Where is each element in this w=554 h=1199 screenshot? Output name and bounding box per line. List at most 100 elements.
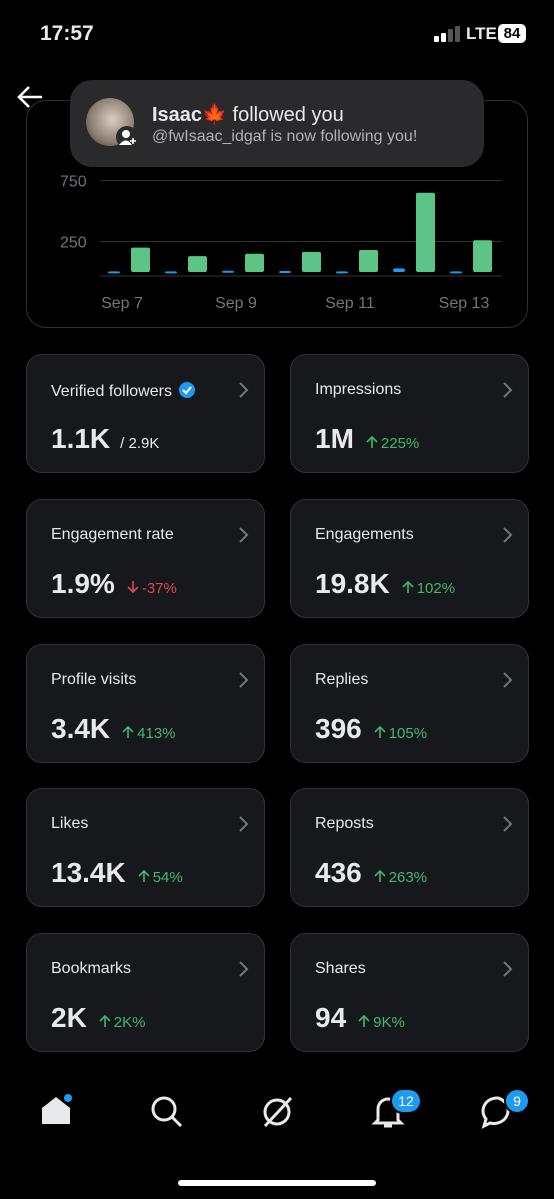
metric-value: 94 xyxy=(315,1002,347,1033)
bar xyxy=(393,268,405,272)
y-tick-label: 750 xyxy=(60,174,87,191)
metric-change-text: 102% xyxy=(416,579,456,597)
metric-change-text: -37% xyxy=(141,579,177,597)
x-tick-label: Sep 11 xyxy=(325,295,375,312)
metric-label-text: Impressions xyxy=(315,381,402,398)
metric-change: -37% xyxy=(127,580,177,597)
metric-card[interactable]: Engagements 19.8K 102% xyxy=(290,498,529,618)
metric-card[interactable]: Replies 396 105% xyxy=(290,643,529,763)
metric-label: Engagement rate xyxy=(51,526,174,544)
metric-label-text: Shares xyxy=(315,960,366,977)
metric-value: 3.4K xyxy=(51,712,111,744)
chevron xyxy=(238,526,250,549)
network-label: LTE xyxy=(466,24,497,43)
bar xyxy=(108,271,120,274)
chevron xyxy=(502,381,514,404)
metric-change: 105% xyxy=(374,725,427,742)
metric-card[interactable]: Profile visits 3.4K 413% xyxy=(26,643,265,763)
back-button[interactable] xyxy=(16,84,44,110)
metric-card[interactable]: Verified followers 1.1K / 2.9K xyxy=(26,354,265,473)
metric-label-text: Likes xyxy=(51,815,89,833)
metric-change-text: 2K% xyxy=(113,1014,146,1031)
chevron xyxy=(502,960,514,983)
follow-icon xyxy=(116,126,138,148)
metric-card[interactable]: Engagement rate 1.9% -37% xyxy=(26,498,265,618)
metric-label-text: Engagement rate xyxy=(51,525,174,543)
trend-arrow xyxy=(127,580,142,597)
metric-card[interactable]: Shares 94 9K% xyxy=(290,933,529,1052)
chevron xyxy=(502,671,514,694)
metric-value-row: 94 9K% xyxy=(315,1002,405,1034)
x-tick-label: Sep 9 xyxy=(215,295,257,312)
signal-icon xyxy=(434,26,460,42)
notification-action: followed you xyxy=(232,104,344,126)
metric-change: 102% xyxy=(402,580,455,597)
metric-value-row: 13.4K 54% xyxy=(51,857,183,889)
bar xyxy=(222,270,234,273)
metric-value-row: 2K 2K% xyxy=(51,1002,145,1034)
trend-arrow xyxy=(402,580,417,597)
search-tab[interactable] xyxy=(148,1094,184,1130)
metric-label: Likes xyxy=(51,815,88,833)
metric-label: Shares xyxy=(315,960,366,978)
trend-arrow xyxy=(358,1014,373,1031)
bar xyxy=(302,251,321,272)
x-tick-label: Sep 13 xyxy=(439,295,490,312)
bar xyxy=(450,271,462,274)
metric-value-row: 3.4K 413% xyxy=(51,713,176,745)
metric-label-text: Engagements xyxy=(315,525,414,543)
trend-arrow xyxy=(374,725,389,742)
notifications-badge: 12 xyxy=(390,1088,422,1114)
bar xyxy=(473,240,492,272)
bar xyxy=(165,271,177,274)
metric-card[interactable]: Bookmarks 2K 2K% xyxy=(26,933,265,1052)
metric-change: 9K% xyxy=(358,1014,405,1031)
metric-value: 1.1K xyxy=(51,423,111,454)
metric-card[interactable]: Impressions 1M 225% xyxy=(290,354,529,473)
chevron xyxy=(502,815,514,838)
grok-tab[interactable] xyxy=(259,1094,295,1130)
home-tab[interactable] xyxy=(38,1092,74,1128)
chevron xyxy=(238,960,250,983)
metric-value-row: 1.1K / 2.9K xyxy=(51,423,159,455)
chart: 250 750 Sep 7 Sep 9 Sep 11 Sep 13 xyxy=(60,174,502,312)
metric-value: 1M xyxy=(315,423,354,454)
bar xyxy=(416,192,435,272)
metric-change-text: 263% xyxy=(388,869,428,887)
notification-name: Isaac xyxy=(152,104,203,126)
metric-value-row: 1M 225% xyxy=(315,423,419,455)
bar xyxy=(336,271,348,274)
metric-label-text: Reposts xyxy=(315,815,374,833)
metric-label: Verified followers xyxy=(51,381,196,401)
bar xyxy=(279,271,291,274)
metric-label: Replies xyxy=(315,671,368,689)
metric-change-text: 225% xyxy=(380,435,420,452)
chevron xyxy=(502,526,514,549)
metric-change: 54% xyxy=(138,869,183,886)
notification-message: @fwIsaac_idgaf is now following you! xyxy=(152,128,418,145)
notification-banner[interactable]: Isaac🍁 followed you @fwIsaac_idgaf is no… xyxy=(70,80,484,167)
metric-card[interactable]: Reposts 436 263% xyxy=(290,788,529,908)
metric-change: 225% xyxy=(366,435,419,452)
notification-title: Isaac🍁 followed you xyxy=(152,102,344,127)
home-indicator xyxy=(178,1180,376,1186)
metric-card[interactable]: Likes 13.4K 54% xyxy=(26,788,265,908)
battery: 84 xyxy=(498,24,526,43)
metric-total: / 2.9K xyxy=(120,435,160,452)
metric-value: 2K xyxy=(51,1002,87,1033)
metric-change-text: 9K% xyxy=(373,1014,405,1031)
metric-change-text: 105% xyxy=(388,724,428,742)
metric-change-text: 413% xyxy=(137,724,176,742)
metric-label: Reposts xyxy=(315,815,374,833)
metric-value-row: 436 263% xyxy=(315,857,427,889)
metric-value: 19.8K xyxy=(315,567,390,599)
bar xyxy=(131,247,150,272)
bar xyxy=(188,256,207,272)
metric-value: 396 xyxy=(315,712,362,744)
status-time: 17:57 xyxy=(40,22,94,45)
metric-value: 436 xyxy=(315,857,362,889)
messages-badge: 9 xyxy=(504,1088,530,1114)
notification-emoji: 🍁 xyxy=(202,104,227,126)
trend-arrow xyxy=(99,1014,114,1031)
